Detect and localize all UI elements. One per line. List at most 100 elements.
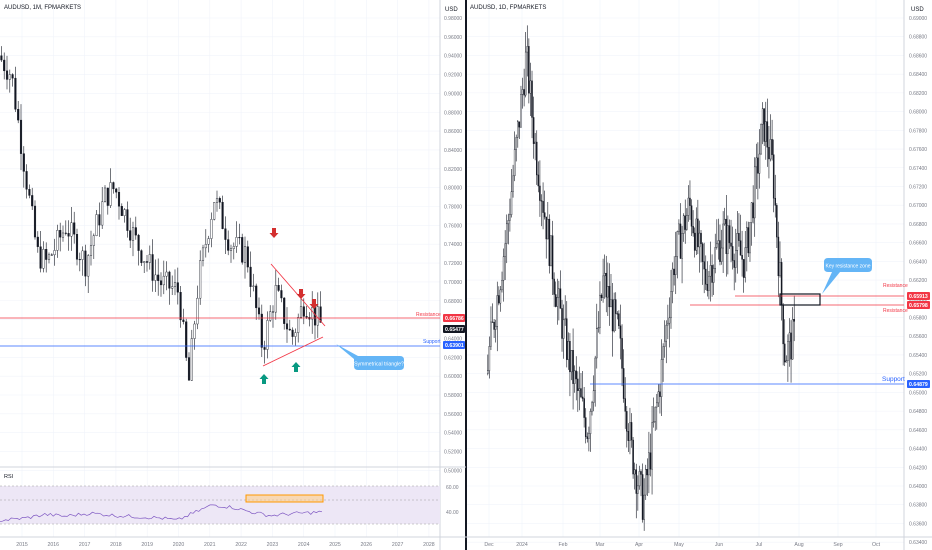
monthly-candle — [173, 282, 177, 287]
key-resistance-zone-box[interactable] — [779, 293, 821, 306]
left-currency-label[interactable]: USD — [445, 7, 458, 13]
daily-candle — [706, 283, 709, 291]
monthly-candle — [115, 188, 118, 193]
rsi-highlight-box[interactable] — [245, 494, 324, 503]
rsi-line — [0, 504, 323, 523]
daily-candle — [624, 398, 626, 412]
monthly-candle — [0, 55, 3, 61]
daily-candle — [709, 265, 712, 277]
daily-candle — [750, 202, 753, 223]
daily-candle — [761, 108, 764, 125]
daily-candle — [502, 256, 505, 281]
left-price-tick: 0.62000 — [444, 355, 462, 361]
monthly-candle — [117, 191, 121, 207]
daily-candle — [559, 288, 562, 309]
daily-candle — [747, 227, 750, 254]
daily-candle — [548, 218, 551, 266]
monthly-candle — [221, 201, 224, 229]
daily-candle — [741, 255, 743, 260]
daily-candle — [665, 324, 668, 342]
left-callout-bubble[interactable] — [336, 344, 404, 370]
daily-candle — [654, 406, 656, 423]
daily-candle — [545, 216, 547, 240]
daily-candle — [668, 317, 671, 324]
left-support-price: 0.63901 — [445, 343, 464, 349]
daily-candle — [581, 396, 584, 399]
monthly-candle — [123, 209, 126, 216]
monthly-candle — [50, 254, 53, 256]
daily-candle — [626, 411, 628, 432]
right-currency-label[interactable]: USD — [911, 7, 924, 13]
month-tick: Sep — [833, 542, 842, 548]
right-price-tick: 0.64200 — [909, 465, 927, 471]
right-price-tick: 0.68400 — [909, 72, 927, 78]
monthly-candle — [103, 187, 107, 203]
monthly-candle — [232, 246, 235, 249]
monthly-candle — [14, 77, 17, 110]
left-price-tick: 0.94000 — [444, 54, 462, 60]
daily-candle — [733, 260, 735, 268]
monthly-candle — [33, 205, 37, 238]
daily-candle — [491, 321, 494, 323]
left-symbol-title[interactable]: AUDUSD, 1M, FPMARKETS — [4, 5, 81, 11]
right-price-tick: 0.64800 — [909, 409, 927, 415]
daily-candle — [730, 242, 732, 247]
triangle-lower-trendline[interactable] — [262, 336, 324, 367]
monthly-candle — [176, 282, 179, 293]
daily-candle — [531, 80, 533, 118]
daily-candle — [575, 370, 577, 380]
monthly-candle — [277, 285, 280, 291]
left-current-price-badge — [443, 325, 465, 333]
daily-candle — [570, 350, 573, 373]
daily-candle — [580, 388, 582, 398]
time-axis[interactable]: 2015 2016 2017 2018 2019 2020 2021 2022 2023 2024… — [16, 542, 880, 548]
daily-candle — [554, 294, 557, 307]
monthly-candle — [218, 198, 221, 203]
left-price-tick: 0.92000 — [444, 73, 462, 79]
right-resistance-price-2: 0.65798 — [909, 303, 928, 309]
monthly-candle — [159, 280, 163, 286]
monthly-candle — [283, 297, 286, 324]
left-price-tick: 0.72000 — [444, 261, 462, 267]
arrow-down-icon — [296, 289, 306, 299]
monthly-candle — [106, 187, 109, 206]
monthly-candle — [53, 250, 56, 256]
daily-candle — [493, 321, 495, 330]
year-tick: 2015 — [16, 542, 28, 548]
monthly-candle — [294, 332, 297, 337]
daily-candle — [501, 280, 503, 291]
daily-candle — [622, 368, 625, 399]
right-callout-bubble[interactable] — [822, 258, 872, 294]
daily-candle — [611, 299, 614, 332]
daily-candle — [739, 240, 742, 256]
month-tick: Mar — [596, 542, 605, 548]
daily-candle — [596, 328, 598, 359]
right-price-tick: 0.68000 — [909, 110, 927, 116]
right-candles — [487, 25, 795, 531]
left-price-tick: 0.50000 — [444, 468, 462, 474]
monthly-candle — [8, 74, 11, 80]
daily-candle — [542, 201, 544, 213]
daily-candle — [561, 308, 563, 339]
daily-candle — [637, 485, 639, 494]
monthly-candle — [59, 230, 62, 238]
left-price-tick: 0.76000 — [444, 223, 462, 229]
arrow-down-icon — [269, 228, 279, 238]
left-price-tick: 0.70000 — [444, 280, 462, 286]
daily-candle — [539, 185, 541, 201]
monthly-candle — [95, 214, 98, 236]
daily-candle — [638, 471, 641, 487]
monthly-candle — [5, 70, 9, 80]
monthly-candle — [137, 234, 140, 251]
monthly-candle — [187, 357, 191, 381]
left-price-tick: 0.60000 — [444, 374, 462, 380]
monthly-candle — [190, 338, 193, 381]
monthly-candle — [19, 119, 23, 154]
right-symbol-title[interactable]: AUDUSD, 1D, FPMARKETS — [470, 5, 546, 11]
daily-candle — [670, 291, 672, 319]
month-tick: 2024 — [516, 542, 528, 548]
monthly-candle — [126, 209, 129, 231]
daily-candle — [788, 332, 791, 342]
monthly-candle — [134, 227, 137, 236]
monthly-candle — [313, 307, 317, 326]
